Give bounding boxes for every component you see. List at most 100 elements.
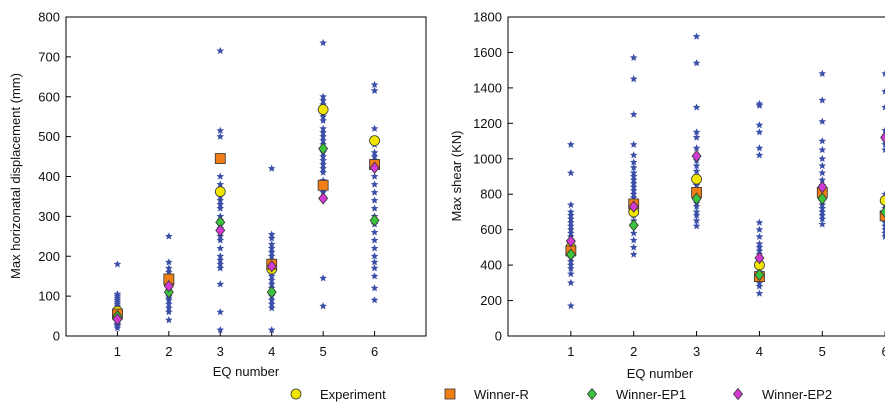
star-point — [165, 232, 173, 240]
star-point — [216, 280, 225, 288]
marker-winner-ep1 — [565, 248, 576, 261]
y-tick-label: 700 — [38, 49, 60, 64]
y-tick-label: 200 — [38, 249, 60, 264]
y-axis-label: Max horizonatal displacement (mm) — [8, 73, 23, 279]
star-point — [881, 140, 885, 148]
star-point — [567, 168, 575, 177]
marker-winner-ep1 — [369, 214, 380, 227]
scatter-stars — [567, 32, 885, 310]
star-point — [567, 278, 575, 287]
star-point — [881, 226, 885, 233]
marker-experiment — [369, 135, 380, 147]
star-point — [216, 260, 225, 268]
star-point — [216, 180, 225, 188]
star-point — [113, 324, 122, 332]
star-point — [216, 204, 225, 212]
star-point — [319, 132, 327, 140]
star-point — [692, 128, 701, 136]
star-point — [319, 96, 327, 104]
star-point — [319, 160, 327, 168]
star-point — [692, 167, 701, 175]
star-point — [629, 163, 638, 171]
star-point — [319, 112, 327, 120]
legend-label: Winner-EP1 — [616, 387, 686, 402]
y-tick-label: 800 — [480, 187, 502, 202]
x-axis-label: EQ number — [627, 366, 694, 381]
star-point — [267, 244, 276, 252]
star-point — [165, 296, 173, 304]
star-point — [370, 172, 379, 180]
star-point — [629, 140, 638, 148]
series-markers — [565, 131, 885, 283]
star-point — [267, 300, 276, 308]
marker-winner-ep2 — [112, 313, 123, 326]
star-point — [319, 156, 327, 164]
star-point — [370, 152, 379, 160]
marker-winner-ep2 — [215, 224, 226, 237]
star-point — [818, 96, 827, 104]
y-tick-label: 100 — [38, 289, 60, 304]
star-point — [755, 128, 764, 136]
star-point — [755, 121, 764, 129]
star-point — [567, 264, 575, 272]
star-point — [881, 229, 885, 237]
star-point — [165, 316, 173, 324]
marker-winner-ep2 — [754, 251, 765, 265]
marker-winner-ep2 — [691, 149, 702, 163]
star-point — [319, 136, 327, 144]
star-point — [370, 244, 379, 252]
marker-experiment — [214, 186, 226, 198]
scatter-stars — [113, 38, 379, 334]
y-tick-label: 1800 — [473, 10, 502, 25]
star-point — [881, 103, 885, 111]
marker-winner-ep2 — [565, 235, 576, 248]
star-point — [319, 302, 327, 310]
marker-winner-ep1 — [266, 286, 277, 299]
x-tick-label: 4 — [268, 344, 275, 359]
star-point — [629, 236, 638, 244]
marker-winner-ep1 — [318, 142, 329, 155]
star-point — [818, 215, 827, 223]
star-point — [881, 87, 885, 95]
y-tick-label: 1000 — [473, 151, 502, 166]
star-point — [267, 252, 276, 260]
x-tick-label: 6 — [371, 344, 378, 359]
star-point — [881, 70, 885, 77]
star-point — [267, 272, 276, 280]
star-point — [267, 230, 276, 238]
marker-winner-ep1 — [880, 205, 885, 218]
star-point — [216, 132, 225, 140]
star-point — [755, 289, 764, 297]
star-point — [165, 264, 173, 272]
star-point — [165, 258, 173, 266]
star-point — [267, 164, 276, 172]
star-point — [629, 75, 638, 83]
star-point — [629, 250, 638, 258]
star-point — [818, 168, 827, 177]
star-point — [216, 252, 225, 260]
star-point — [818, 220, 827, 228]
marker-winner-ep2 — [369, 161, 380, 174]
legend-label: Winner-EP2 — [762, 387, 832, 402]
x-tick-label: 6 — [882, 344, 885, 359]
star-point — [216, 256, 225, 264]
star-point — [567, 140, 575, 148]
star-point — [267, 248, 276, 256]
y-tick-label: 1200 — [473, 116, 502, 131]
star-point — [370, 148, 379, 156]
marker-winner-ep2 — [880, 131, 885, 144]
star-point — [881, 126, 885, 134]
star-point — [692, 32, 701, 40]
star-point — [216, 264, 225, 272]
star-point — [216, 196, 225, 204]
star-point — [629, 53, 638, 61]
x-tick-label: 5 — [819, 344, 826, 359]
y-tick-label: 1600 — [473, 45, 502, 60]
marker-winner-r — [317, 179, 329, 191]
legend-marker-winner-ep2 — [732, 387, 744, 401]
shear-chart: 0 200 400 600 800 1000 1200 1400 1600 1800 1 2 3 4 5 6… — [449, 10, 885, 381]
marker-experiment — [317, 104, 329, 115]
star-point — [267, 276, 276, 284]
star-point — [692, 211, 701, 219]
